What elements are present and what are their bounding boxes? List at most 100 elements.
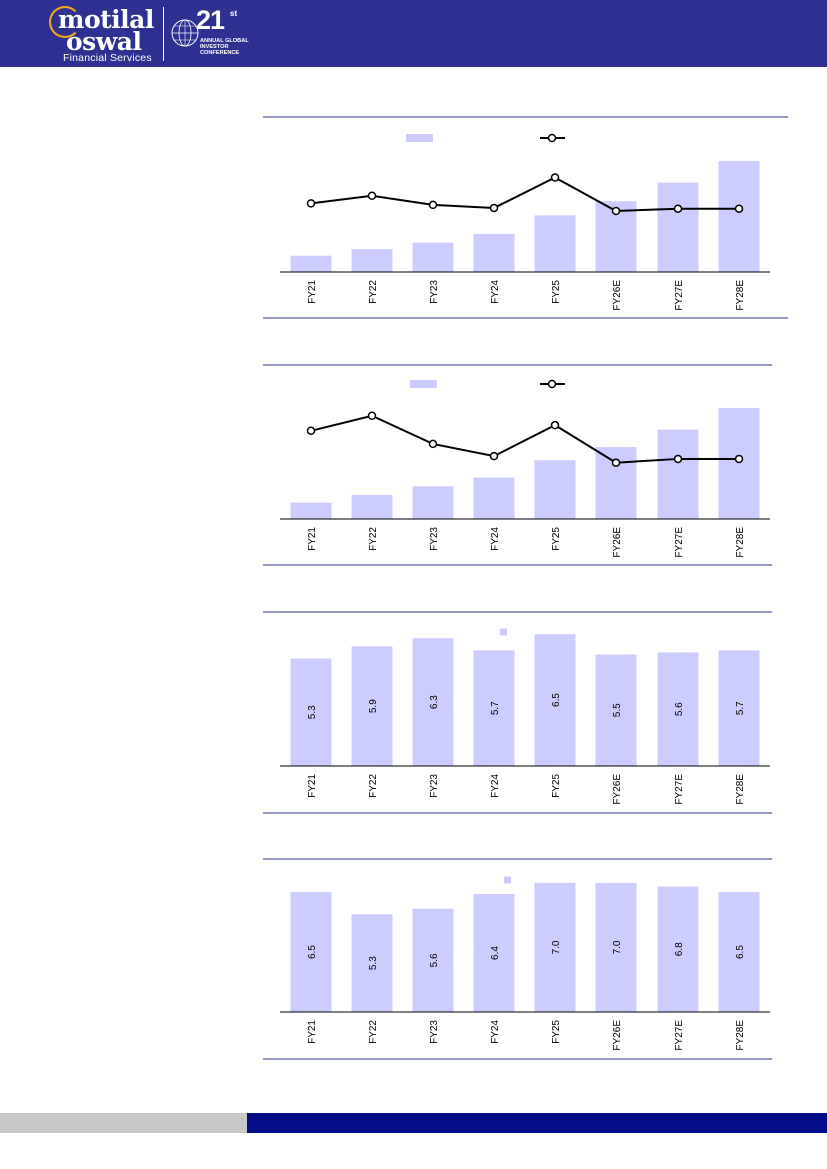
chart-0-line-point-FY21[interactable] <box>306 199 316 208</box>
chart-1-line-point-FY25[interactable] <box>550 420 560 430</box>
chart-2-bar-FY25[interactable] <box>534 634 576 766</box>
chart-3-bar-FY27E[interactable] <box>657 886 699 1012</box>
conference-line-2: INVESTOR <box>200 44 229 50</box>
chart-2-data-label-FY26E: 5.5 <box>612 703 623 717</box>
chart-2-bar-FY24[interactable] <box>473 650 515 766</box>
chart-2-bar-FY26E[interactable] <box>595 654 637 766</box>
chart-3-bar-FY21[interactable] <box>290 892 332 1012</box>
chart-0-line-series <box>310 176 739 213</box>
chart-2-bar-FY28E[interactable] <box>718 650 760 766</box>
chart-0-line-point-FY28E[interactable] <box>734 204 744 213</box>
chart-1-tick-FY24: FY24 <box>490 527 501 551</box>
chart-1-line-point-FY27E[interactable] <box>673 454 683 464</box>
chart-2-bar-FY23[interactable] <box>412 638 454 766</box>
chart-3-bar-FY24[interactable] <box>473 893 515 1012</box>
chart-1-bar-FY24[interactable] <box>473 477 515 519</box>
chart-2-data-label-FY27E: 5.6 <box>674 702 685 716</box>
chart-0-legend-line-marker <box>547 133 557 143</box>
chart-3-tick-FY23: FY23 <box>429 1020 440 1044</box>
chart-3-tick-FY24: FY24 <box>490 1020 501 1044</box>
chart-3-data-label-FY28E: 6.5 <box>735 945 746 959</box>
logo-ring-icon <box>49 6 81 38</box>
chart-3-tick-FY28E: FY28E <box>735 1020 746 1051</box>
chart-1-line-point-FY26E[interactable] <box>611 458 621 467</box>
conference-suffix: st <box>230 9 238 18</box>
chart-1-bar-FY28E[interactable] <box>718 407 760 519</box>
chart-2-tick-FY24: FY24 <box>490 774 501 798</box>
chart-1-tick-FY25: FY25 <box>551 527 562 551</box>
chart-0-bar-FY22[interactable] <box>351 249 393 272</box>
chart-2-tick-FY27E: FY27E <box>674 774 685 805</box>
chart-3-tick-FY22: FY22 <box>368 1020 379 1044</box>
chart-2-tick-FY26E: FY26E <box>612 774 623 805</box>
page-header: motilal oswal Financial Services 21 st A… <box>0 0 827 67</box>
chart-0-bar-FY28E[interactable] <box>718 160 760 272</box>
chart-3-data-label-FY26E: 7.0 <box>612 940 623 954</box>
chart-1-line-point-FY23[interactable] <box>428 439 438 449</box>
logo-divider <box>163 7 164 61</box>
chart-3-bar-FY22[interactable] <box>351 914 393 1012</box>
chart-1-tick-FY23: FY23 <box>429 527 440 551</box>
chart-0-bar-FY21[interactable] <box>290 255 332 272</box>
chart-1-line-point-FY28E[interactable] <box>734 454 744 464</box>
chart-2-tick-FY22: FY22 <box>368 774 379 798</box>
chart-0-tick-FY25: FY25 <box>551 280 562 304</box>
chart-0-tick-FY23: FY23 <box>429 280 440 304</box>
chart-3-tick-FY26E: FY26E <box>612 1020 623 1051</box>
chart-3-bar-FY25[interactable] <box>534 882 576 1012</box>
chart-0-line-point-FY24[interactable] <box>489 203 499 213</box>
chart-0-line-point-FY23[interactable] <box>428 200 438 210</box>
chart-2-data-label-FY21: 5.3 <box>307 705 318 719</box>
footer-bar-left <box>0 1113 247 1133</box>
chart-3-data-label-FY21: 6.5 <box>307 945 318 959</box>
chart-1-bar-FY27E[interactable] <box>657 429 699 519</box>
chart-1-bar-FY22[interactable] <box>351 495 393 519</box>
chart-3-bar-FY26E[interactable] <box>595 882 637 1012</box>
chart-1-line-point-FY24[interactable] <box>489 451 499 461</box>
chart-0-tick-FY28E: FY28E <box>735 280 746 311</box>
brand-name-line2: oswal <box>66 27 142 56</box>
chart-3-data-label-FY25: 7.0 <box>551 940 562 954</box>
chart-3-tick-FY25: FY25 <box>551 1020 562 1044</box>
chart-2-legend-bar-swatch <box>500 628 507 636</box>
chart-2-data-label-FY25: 6.5 <box>551 693 562 707</box>
chart-1-tick-FY21: FY21 <box>307 527 318 551</box>
chart-3-legend-bar-swatch <box>504 876 511 884</box>
chart-2-bar-FY21[interactable] <box>290 658 332 766</box>
chart-2-bar-FY27E[interactable] <box>657 652 699 766</box>
conference-number: 21 <box>196 5 225 35</box>
chart-1-tick-FY27E: FY27E <box>674 527 685 558</box>
chart-0-bar-FY25[interactable] <box>534 215 576 272</box>
chart-3-data-label-FY23: 5.6 <box>429 953 440 967</box>
chart-0-bar-FY23[interactable] <box>412 242 454 272</box>
chart-0-tick-FY27E: FY27E <box>674 280 685 311</box>
chart-2-tick-FY28E: FY28E <box>735 774 746 805</box>
chart-0-bar-FY27E[interactable] <box>657 182 699 272</box>
conference-line-1: ANNUAL GLOBAL <box>200 38 249 44</box>
chart-3-bar-FY23[interactable] <box>412 908 454 1012</box>
chart-1-bar-FY26E[interactable] <box>595 447 637 519</box>
chart-2-data-label-FY23: 6.3 <box>429 695 440 709</box>
chart-3-tick-FY27E: FY27E <box>674 1020 685 1051</box>
chart-1-bar-FY21[interactable] <box>290 502 332 519</box>
chart-0-bar-FY24[interactable] <box>473 233 515 272</box>
chart-2-data-label-FY24: 5.7 <box>490 701 501 715</box>
chart-0-line-point-FY22[interactable] <box>367 191 377 200</box>
chart-0-line-point-FY27E[interactable] <box>673 204 683 213</box>
chart-3-bar-FY28E[interactable] <box>718 892 760 1012</box>
footer-bar-right <box>247 1113 827 1133</box>
chart-2-tick-FY25: FY25 <box>551 774 562 798</box>
chart-1-legend-bar-swatch <box>410 380 437 388</box>
chart-1-line-point-FY21[interactable] <box>306 426 316 436</box>
chart-1-line-point-FY22[interactable] <box>367 411 377 421</box>
chart-0-line-point-FY26E[interactable] <box>611 206 621 216</box>
chart-0-tick-FY21: FY21 <box>307 280 318 304</box>
chart-2-bar-FY22[interactable] <box>351 646 393 766</box>
chart-0-legend-bar-swatch <box>406 134 433 142</box>
chart-1-bar-FY25[interactable] <box>534 460 576 519</box>
chart-0-line-point-FY25[interactable] <box>550 173 560 182</box>
brand-logo[interactable]: motilal oswal Financial Services <box>0 0 250 67</box>
conference-line-3: CONFERENCE <box>200 50 240 56</box>
chart-1-bar-FY23[interactable] <box>412 486 454 519</box>
chart-2-data-label-FY28E: 5.7 <box>735 701 746 715</box>
